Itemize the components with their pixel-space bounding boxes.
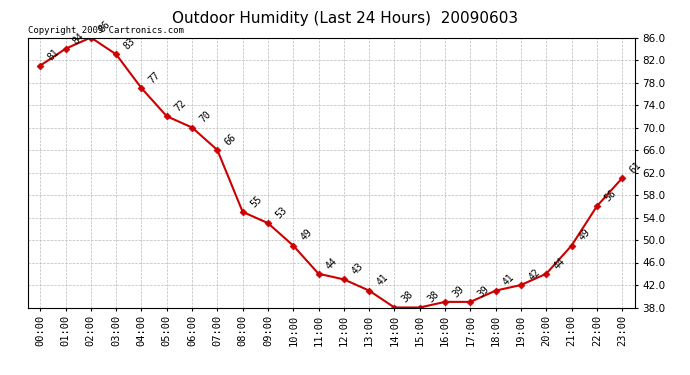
- Text: 83: 83: [121, 36, 137, 52]
- Text: 66: 66: [223, 132, 238, 147]
- Text: 56: 56: [602, 188, 618, 204]
- Text: 86: 86: [97, 20, 112, 35]
- Text: 84: 84: [71, 31, 86, 46]
- Text: Outdoor Humidity (Last 24 Hours)  20090603: Outdoor Humidity (Last 24 Hours) 2009060…: [172, 11, 518, 26]
- Text: 81: 81: [46, 48, 61, 63]
- Text: 61: 61: [628, 160, 643, 176]
- Text: 49: 49: [299, 228, 314, 243]
- Text: 38: 38: [425, 290, 441, 305]
- Text: 43: 43: [349, 261, 365, 277]
- Text: Copyright 2009 Cartronics.com: Copyright 2009 Cartronics.com: [28, 26, 184, 35]
- Text: 39: 39: [476, 284, 491, 299]
- Text: 77: 77: [147, 70, 162, 86]
- Text: 42: 42: [526, 267, 542, 282]
- Text: 44: 44: [552, 256, 567, 271]
- Text: 41: 41: [501, 273, 517, 288]
- Text: 70: 70: [197, 110, 213, 125]
- Text: 44: 44: [324, 256, 339, 271]
- Text: 49: 49: [577, 228, 593, 243]
- Text: 38: 38: [400, 290, 415, 305]
- Text: 72: 72: [172, 98, 188, 114]
- Text: 41: 41: [375, 273, 390, 288]
- Text: 53: 53: [273, 205, 289, 220]
- Text: 39: 39: [451, 284, 466, 299]
- Text: 55: 55: [248, 194, 264, 209]
